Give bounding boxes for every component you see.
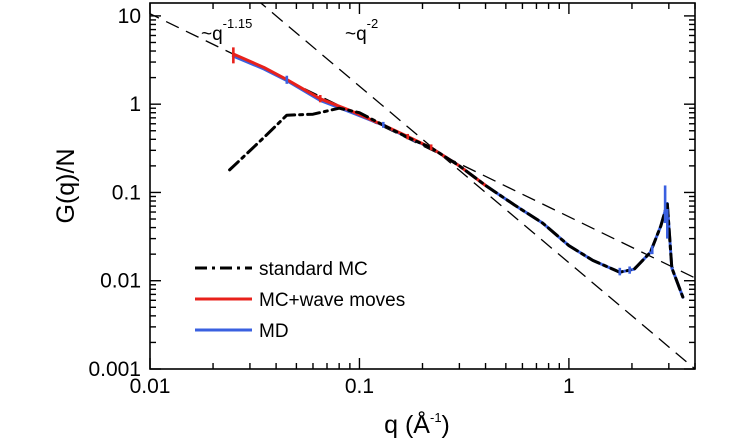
legend: standard MC MC+wave moves MD (195, 259, 405, 342)
y-axis-title: G(q)/N (52, 149, 80, 224)
plot-area-frame (149, 2, 696, 370)
y-tick-label: 0.1 (112, 181, 141, 204)
x-tick-label: 0.1 (345, 375, 374, 398)
reference-line-labels: ~q-1.15 ~q-2 (201, 16, 378, 45)
series-lines (228, 52, 685, 299)
x-tick-label: 0.01 (130, 375, 171, 398)
reference-line-1 (259, 3, 695, 369)
reference-lines (150, 3, 695, 369)
legend-label-standard-mc: standard MC (259, 259, 368, 280)
series-standard-mc (228, 106, 685, 299)
ref-label-q115: ~q-1.15 (201, 16, 252, 45)
y-tick-label: 0.01 (100, 270, 141, 293)
ref-label-q2: ~q-2 (345, 16, 378, 45)
axis-ticks (149, 3, 696, 370)
x-tick-label: 1 (563, 375, 575, 398)
y-tick-label: 0.001 (88, 358, 141, 381)
error-bars (232, 47, 669, 276)
legend-label-md: MD (259, 321, 289, 342)
angstrom-symbol: Å (413, 409, 430, 439)
x-axis-title: q (Å-1) (384, 409, 450, 439)
reference-line-0 (150, 13, 695, 279)
y-tick-label: 10 (118, 5, 141, 28)
legend-label-mc-wave: MC+wave moves (259, 290, 405, 311)
y-tick-label: 1 (129, 93, 141, 116)
